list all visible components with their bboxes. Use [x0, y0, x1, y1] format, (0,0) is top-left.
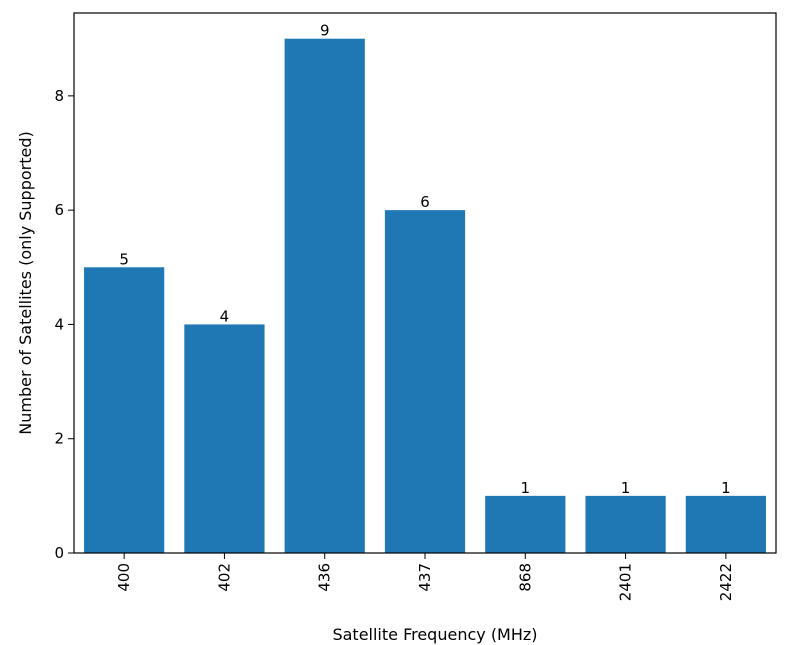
- bar-2401: [585, 495, 666, 553]
- bar-436: [284, 38, 365, 553]
- bar-400: [84, 267, 165, 553]
- bar-value-label-2422: 1: [721, 479, 731, 497]
- x-tick-label-436: 436: [316, 563, 334, 592]
- x-axis-title: Satellite Frequency (MHz): [332, 625, 537, 644]
- x-tick-label-2422: 2422: [717, 563, 735, 601]
- bar-value-label-2401: 1: [621, 479, 631, 497]
- x-tick-label-402: 402: [215, 563, 233, 592]
- x-tick-label-868: 868: [516, 563, 534, 592]
- x-axis: 400 402 436 437 868 2401 2422: [115, 553, 735, 601]
- y-axis: 0 2 4 6 8: [54, 87, 74, 562]
- bar-labels-group: 5 4 9 6 1 1 1: [119, 22, 730, 497]
- bar-value-label-402: 4: [220, 307, 230, 325]
- bar-2422: [685, 495, 766, 553]
- y-tick-label-2: 2: [54, 430, 64, 448]
- bar-value-label-437: 6: [420, 193, 430, 211]
- bar-868: [485, 495, 566, 553]
- x-tick-label-400: 400: [115, 563, 133, 592]
- bar-value-label-868: 1: [521, 479, 531, 497]
- bar-value-label-400: 5: [119, 250, 129, 268]
- x-tick-label-2401: 2401: [617, 563, 635, 601]
- bar-402: [184, 324, 265, 553]
- y-tick-label-6: 6: [54, 201, 64, 219]
- bar-value-label-436: 9: [320, 22, 330, 40]
- y-tick-label-4: 4: [54, 315, 64, 333]
- y-tick-label-0: 0: [54, 544, 64, 562]
- x-tick-label-437: 437: [416, 563, 434, 592]
- bar-437: [384, 210, 466, 553]
- y-axis-title: Number of Satellites (only Supported): [16, 131, 35, 434]
- y-tick-label-8: 8: [54, 87, 64, 105]
- plot-area: 5 4 9 6 1 1 1 0 2 4 6 8 400 402 436 437 868 2401 2422: [54, 12, 777, 601]
- bars-group: [84, 38, 766, 553]
